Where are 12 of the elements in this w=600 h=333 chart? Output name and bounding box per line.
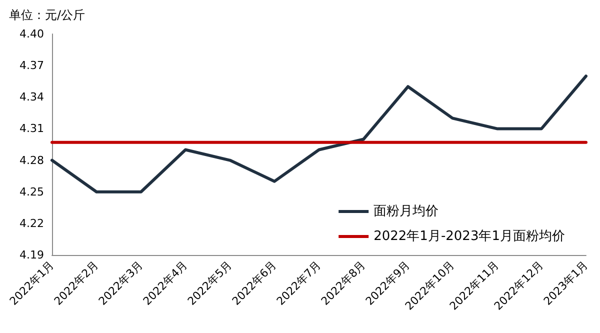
y-tick-label: 4.34: [20, 90, 44, 104]
y-axis-title: 单位：元/公斤: [9, 8, 86, 22]
y-tick-label: 4.37: [20, 59, 44, 72]
y-tick-label: 4.22: [20, 216, 44, 230]
legend-label: 2022年1月-2023年1月面粉均价: [374, 229, 566, 244]
line-series: [50, 74, 588, 194]
legend-label: 面粉月均价: [374, 204, 439, 219]
y-tick-label: 4.28: [20, 154, 44, 167]
y-tick-label: 4.25: [20, 185, 44, 198]
y-tick-label: 4.40: [20, 28, 44, 40]
y-tick-label: 4.19: [20, 248, 44, 262]
y-tick-label: 4.31: [20, 122, 44, 136]
